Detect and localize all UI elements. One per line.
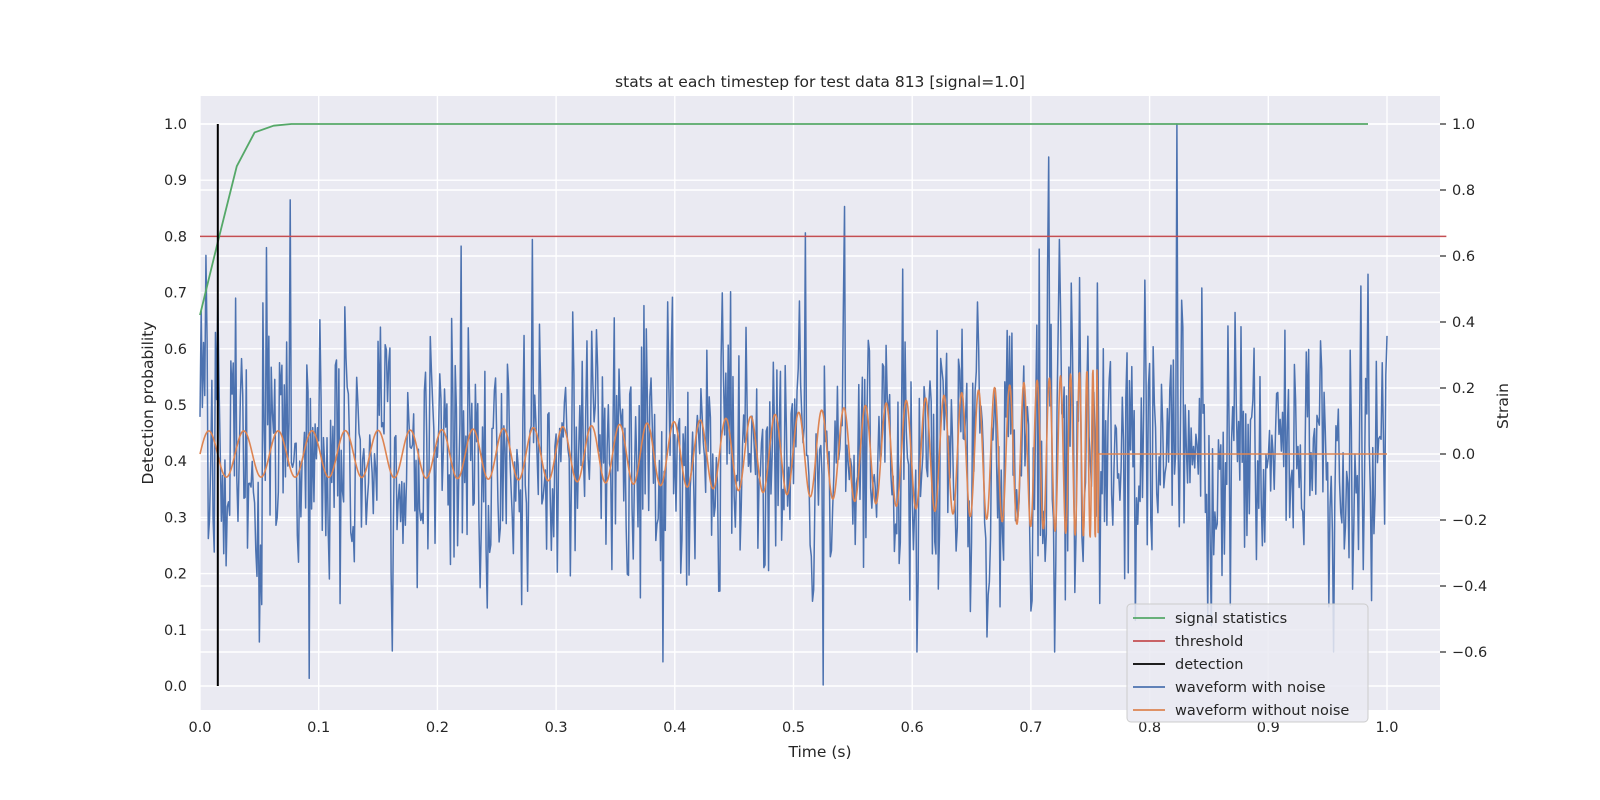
y-axis-label-left: Detection probability bbox=[139, 322, 157, 485]
legend: signal statistics threshold detection wavef… bbox=[1126, 603, 1369, 723]
legend-label: threshold bbox=[1175, 634, 1243, 650]
y-tick-label-left: 0.0 bbox=[164, 679, 187, 695]
x-tick-label: 0.4 bbox=[663, 720, 686, 736]
chart-title: stats at each timestep for test data 813… bbox=[615, 73, 1025, 91]
y-tick-label-left: 0.7 bbox=[164, 286, 187, 302]
x-tick-label: 0.7 bbox=[1019, 720, 1042, 736]
y-tick-label-left: 0.6 bbox=[164, 342, 187, 358]
legend-label: waveform with noise bbox=[1175, 680, 1326, 696]
legend-label: signal statistics bbox=[1175, 611, 1287, 627]
x-tick-label: 0.6 bbox=[901, 720, 924, 736]
y-tick-label-left: 0.9 bbox=[164, 173, 187, 189]
x-tick-label: 0.2 bbox=[426, 720, 449, 736]
y-tick-label-right: 1.0 bbox=[1452, 117, 1475, 133]
y-tick-label-left: 0.4 bbox=[164, 454, 187, 470]
x-tick-label: 0.9 bbox=[1257, 720, 1280, 736]
y-tick-label-left: 0.3 bbox=[164, 510, 187, 526]
series-line-waveform-with-noise bbox=[199, 123, 1388, 686]
y-tick-label-left: 0.2 bbox=[164, 567, 187, 583]
y-tick-label-right: −0.2 bbox=[1452, 513, 1487, 529]
x-tick-label: 0.3 bbox=[545, 720, 568, 736]
y-tick-label-right: 0.8 bbox=[1452, 183, 1475, 199]
x-axis-label: Time (s) bbox=[787, 743, 851, 761]
y-tick-label-right: 0.4 bbox=[1452, 315, 1475, 331]
y-tick-label-right: 0.0 bbox=[1452, 447, 1475, 463]
y-tick-label-right: 0.2 bbox=[1452, 381, 1475, 397]
y-tick-label-left: 0.8 bbox=[164, 229, 187, 245]
legend-box bbox=[1126, 603, 1369, 723]
x-tick-label: 0.1 bbox=[307, 720, 330, 736]
y-axis-label-right: Strain bbox=[1494, 383, 1512, 429]
y-tick-label-right: −0.4 bbox=[1452, 579, 1487, 595]
series-line-signal-statistics bbox=[199, 123, 1369, 316]
x-tick-label: 0.0 bbox=[188, 720, 211, 736]
y-tick-label-left: 0.5 bbox=[164, 398, 187, 414]
series-line-waveform-without-noise bbox=[199, 369, 1388, 538]
y-tick-label-left: 1.0 bbox=[164, 117, 187, 133]
ticks: 0.0 0.1 0.2 0.3 0.4 0.5 0.6 0.7 0.8 0.9 1.0 0.0 0.1 0… bbox=[164, 117, 1487, 736]
x-tick-label: 0.5 bbox=[782, 720, 805, 736]
y-tick-label-right: −0.6 bbox=[1452, 645, 1487, 661]
series-layer bbox=[199, 123, 1447, 686]
x-tick-label: 1.0 bbox=[1375, 720, 1398, 736]
legend-label: detection bbox=[1175, 657, 1243, 673]
x-tick-label: 0.8 bbox=[1138, 720, 1161, 736]
legend-label: waveform without noise bbox=[1175, 703, 1349, 719]
y-tick-label-right: 0.6 bbox=[1452, 249, 1475, 265]
y-tick-label-left: 0.1 bbox=[164, 623, 187, 639]
